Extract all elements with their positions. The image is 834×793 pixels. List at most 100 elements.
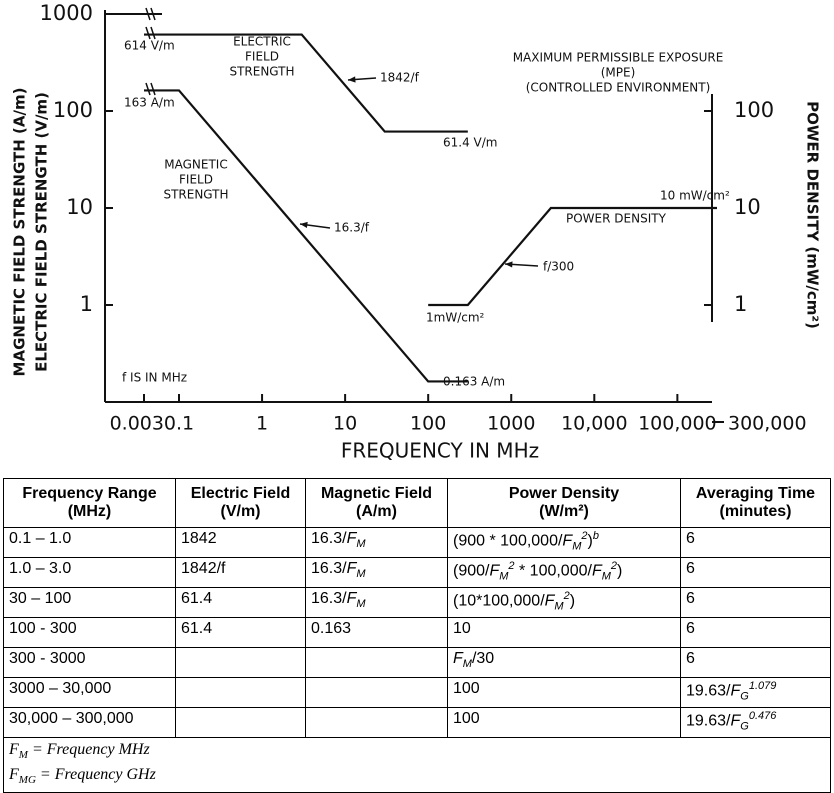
exposure-table: Frequency Range (MHz) Electric Field (V/m) M… bbox=[3, 478, 831, 793]
math: M bbox=[499, 570, 509, 583]
text: (900 * 100,000/ bbox=[453, 532, 563, 550]
header-cell: Power Density (W/m²) bbox=[447, 478, 681, 528]
annotation: (CONTROLLED ENVIRONMENT) bbox=[526, 81, 711, 95]
table-cell: 1842 bbox=[175, 527, 306, 558]
math: 2 bbox=[610, 560, 618, 572]
table-cell: 19.63/FG1.079 bbox=[680, 677, 831, 708]
header-cell: Averaging Time (minutes) bbox=[680, 478, 831, 528]
annotation: FIELD bbox=[245, 50, 279, 64]
table-cell: 6 bbox=[680, 617, 831, 648]
header-text: (minutes) bbox=[719, 503, 792, 520]
math: F bbox=[544, 592, 555, 610]
math: = Frequency MHz bbox=[27, 741, 150, 758]
math: F bbox=[730, 712, 741, 730]
y2-tick-label: 1 bbox=[734, 292, 747, 316]
math: M bbox=[18, 749, 28, 762]
table-cell: 10 bbox=[447, 617, 681, 648]
text: 19.63/ bbox=[686, 682, 731, 700]
break-mark bbox=[145, 26, 156, 40]
arrow-head bbox=[300, 221, 308, 229]
text: 19.63/ bbox=[686, 712, 731, 730]
y-axis-label: MAGNETIC FIELD STRENGTH (A/m) bbox=[11, 88, 29, 377]
math: M bbox=[356, 598, 366, 611]
table-cell: 30,000 – 300,000 bbox=[3, 707, 176, 738]
header-text: Power Density bbox=[508, 485, 620, 502]
table-cell: 100 - 300 bbox=[3, 617, 176, 648]
y-tick-label: 10 bbox=[66, 195, 93, 219]
math: MG bbox=[18, 774, 36, 787]
math: M bbox=[572, 540, 582, 553]
cell-text: 1842 bbox=[181, 530, 217, 547]
text: * 100,000/ bbox=[514, 562, 592, 580]
header-text: Averaging Time bbox=[695, 485, 816, 502]
header-cell: Frequency Range (MHz) bbox=[3, 478, 176, 528]
cell-text: 6 bbox=[686, 530, 695, 547]
header-text: (A/m) bbox=[356, 503, 397, 520]
text: 16.3/ bbox=[311, 530, 347, 547]
table-cell: (900 * 100,000/FM2)b bbox=[447, 527, 681, 558]
math: F bbox=[346, 530, 357, 547]
cell-text: 6 bbox=[686, 590, 695, 607]
note: FMG = Frequency GHz bbox=[9, 765, 825, 790]
math: 1.079 bbox=[748, 680, 777, 692]
table-cell: 3000 – 30,000 bbox=[3, 677, 176, 708]
math: b bbox=[592, 530, 599, 542]
math: M bbox=[462, 658, 472, 671]
x-tick-label: 100 bbox=[410, 413, 446, 435]
math: 2 bbox=[508, 560, 515, 572]
cell-text: 1.0 – 3.0 bbox=[9, 560, 72, 577]
notes-cell: FM = Frequency MHz FMG = Frequency GHz bbox=[3, 736, 831, 793]
x-tick-label: 0.1 bbox=[164, 413, 194, 435]
table-row: 100 - 300 61.4 0.163 10 6 bbox=[3, 617, 831, 648]
text: (900/ bbox=[453, 562, 490, 580]
cell-text: 100 bbox=[453, 710, 480, 727]
table-cell: 6 bbox=[680, 527, 831, 558]
annotation: 16.3/f bbox=[334, 221, 370, 235]
annotation: 614 V/m bbox=[124, 39, 175, 53]
text: ) bbox=[569, 592, 576, 610]
annotation: 1842/f bbox=[380, 71, 420, 85]
x-tick-label: 100,000 bbox=[638, 413, 717, 435]
y-tick-label: 1 bbox=[80, 292, 93, 316]
table-cell: 61.4 bbox=[175, 617, 306, 648]
cell-text: 3000 – 30,000 bbox=[9, 680, 112, 697]
cell-text: 0.1 – 1.0 bbox=[9, 530, 72, 547]
cell-text: 100 bbox=[453, 680, 480, 697]
math: = Frequency GHz bbox=[35, 766, 156, 784]
math: M bbox=[554, 600, 564, 613]
y-tick-label: 100 bbox=[53, 98, 93, 122]
table-row: 0.1 – 1.0 1842 16.3/FM (900 * 100,000/FM2)b… bbox=[3, 527, 831, 558]
x-tick-label: 300,000 bbox=[728, 413, 807, 435]
math: F bbox=[562, 532, 573, 550]
annotation: 163 A/m bbox=[124, 96, 175, 110]
annotation: 1mW/cm² bbox=[426, 311, 485, 325]
table-cell bbox=[305, 647, 448, 678]
table-cell: 6 bbox=[680, 557, 831, 588]
text: ) bbox=[587, 532, 593, 550]
table-cell: 6 bbox=[680, 587, 831, 618]
math: G bbox=[740, 690, 749, 703]
series-line bbox=[144, 33, 468, 133]
text: (10*100,000/ bbox=[453, 592, 545, 610]
y-axis-label: ELECTRIC FIELD STRENGTH (V/m) bbox=[33, 92, 51, 372]
annotation: STRENGTH bbox=[163, 188, 228, 202]
table-cell: 1842/f bbox=[175, 557, 306, 588]
arrow-head bbox=[505, 261, 513, 268]
table-row: 300 - 3000 FM/30 6 bbox=[3, 647, 831, 678]
table-cell: 300 - 3000 bbox=[3, 647, 176, 678]
math: F bbox=[346, 590, 357, 607]
series-line bbox=[428, 206, 717, 307]
math: F bbox=[453, 650, 463, 667]
x-axis-label: FREQUENCY IN MHz bbox=[341, 439, 539, 463]
arrow-head bbox=[348, 76, 356, 83]
table-cell bbox=[305, 677, 448, 708]
annotation: f/300 bbox=[543, 260, 574, 274]
break-mark bbox=[145, 82, 156, 96]
annotation: MAGNETIC bbox=[164, 158, 227, 172]
header-row: Frequency Range (MHz) Electric Field (V/m) M… bbox=[3, 478, 831, 528]
table-cell: (900/FM2 * 100,000/FM2) bbox=[447, 557, 681, 588]
math: 2 bbox=[563, 590, 570, 602]
text: ) bbox=[617, 562, 623, 580]
table-row: 30,000 – 300,000 100 19.63/FG0.476 bbox=[3, 707, 831, 738]
